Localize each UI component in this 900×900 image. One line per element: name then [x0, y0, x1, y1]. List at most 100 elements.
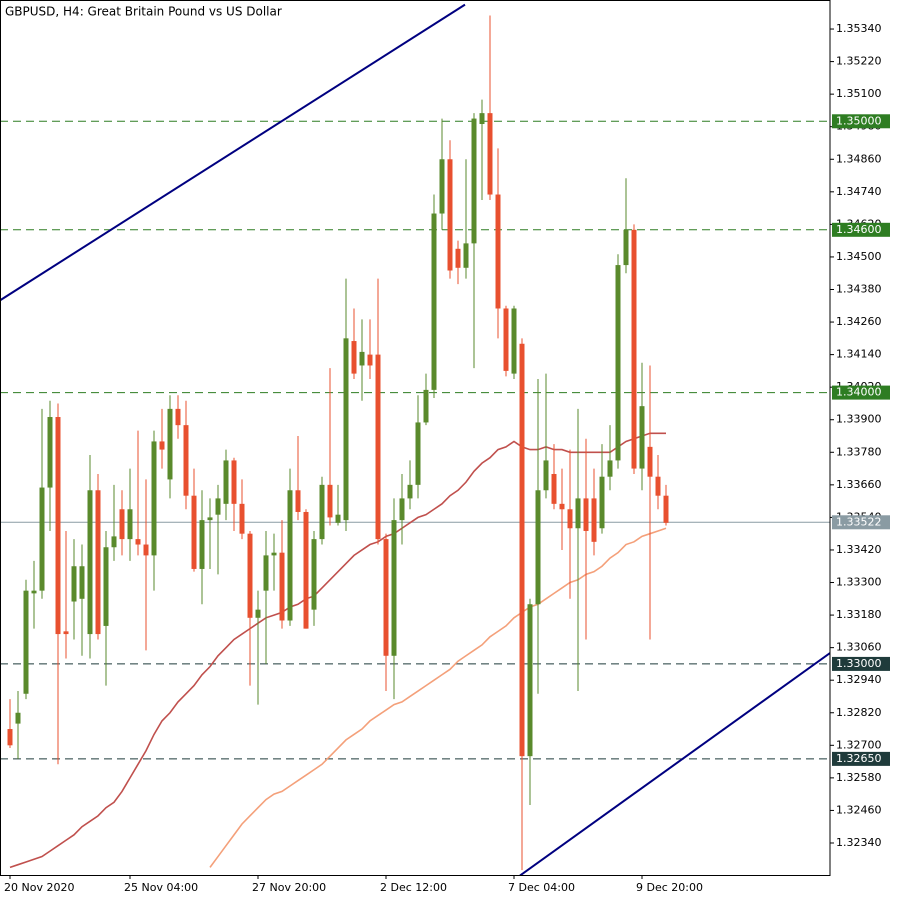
candle-body: [319, 484, 325, 540]
y-tick-label: 1.33900: [836, 413, 882, 426]
y-tick-label: 1.35340: [836, 22, 882, 35]
x-tick-label: 9 Dec 20:00: [636, 881, 703, 894]
candle-body: [599, 476, 605, 529]
candle-body: [191, 495, 197, 569]
candle-body: [311, 539, 317, 610]
candle-body: [31, 590, 37, 594]
y-tick-label: 1.32340: [836, 836, 882, 849]
candle-body: [615, 265, 621, 461]
y-tick-label: 1.35220: [836, 55, 882, 68]
x-tick-label: 2 Dec 12:00: [380, 881, 447, 894]
candle-body: [343, 338, 349, 521]
x-tick-label: 27 Nov 20:00: [252, 881, 326, 894]
candle-body: [127, 509, 133, 540]
candle-body: [95, 490, 101, 635]
candle-body: [631, 229, 637, 469]
level-label: 1.35000: [836, 114, 882, 127]
y-tick-label: 1.34140: [836, 348, 882, 361]
candle-body: [535, 490, 541, 605]
candle-body: [407, 484, 413, 499]
candle-body: [543, 460, 549, 491]
candle-body: [511, 308, 517, 374]
candle-body: [263, 555, 269, 591]
candle-body: [143, 544, 149, 556]
trend-line: [0, 3, 466, 302]
moving-average-line: [9, 432, 666, 869]
y-tick-label: 1.35100: [836, 87, 882, 100]
y-tick-label: 1.34380: [836, 282, 882, 295]
candle-body: [567, 509, 573, 529]
current-price-box: [832, 515, 890, 530]
current-price-label: 1.33522: [836, 515, 882, 528]
candle-body: [79, 566, 85, 599]
chart-title: GBPUSD, H4: Great Britain Pound vs US Do…: [5, 5, 282, 19]
y-tick-label: 1.34860: [836, 152, 882, 165]
candle-body: [655, 476, 661, 496]
candle-body: [287, 490, 293, 621]
candle-body: [63, 631, 69, 635]
y-tick-label: 1.33420: [836, 543, 882, 556]
y-tick-label: 1.33780: [836, 445, 882, 458]
y-tick-label: 1.32940: [836, 673, 882, 686]
candle-body: [23, 590, 29, 694]
level-label: 1.32650: [836, 752, 882, 765]
y-tick-label: 1.32820: [836, 706, 882, 719]
candle-body: [479, 113, 485, 124]
candle-body: [583, 498, 589, 531]
candle-body: [135, 539, 141, 545]
candle-body: [591, 498, 597, 542]
candle-body: [367, 354, 373, 366]
y-tick-label: 1.34260: [836, 315, 882, 328]
plot-frame: [0, 0, 831, 876]
candle-body: [487, 113, 493, 195]
candle-body: [495, 194, 501, 309]
level-label-box: [832, 114, 890, 129]
y-tick-label: 1.32460: [836, 803, 882, 816]
candle-body: [151, 441, 157, 556]
x-tick-label: 20 Nov 2020: [4, 881, 74, 894]
candle-body: [399, 498, 405, 521]
candle-body: [39, 487, 45, 591]
candle-body: [391, 520, 397, 656]
candle-body: [207, 517, 213, 521]
candle-body: [415, 422, 421, 485]
y-tick-label: 1.33180: [836, 608, 882, 621]
level-label-box: [832, 222, 890, 237]
candle-body: [103, 547, 109, 626]
level-label-box: [832, 751, 890, 766]
candle-body: [623, 229, 629, 266]
candle-body: [359, 351, 365, 366]
candle-body: [663, 495, 669, 523]
candle-body: [295, 490, 301, 512]
y-tick-label: 1.33660: [836, 478, 882, 491]
candle-body: [175, 408, 181, 426]
y-tick-label: 1.33300: [836, 576, 882, 589]
candle-body: [519, 343, 525, 757]
moving-average-line: [209, 527, 667, 868]
candle-body: [639, 406, 645, 469]
level-label: 1.34600: [836, 223, 882, 236]
level-label: 1.33000: [836, 657, 882, 670]
candle-body: [15, 712, 21, 724]
candle-body: [279, 552, 285, 621]
candle-body: [159, 441, 165, 450]
candle-body: [111, 536, 117, 548]
candle-body: [527, 604, 533, 757]
candle-body: [239, 503, 245, 534]
candle-body: [231, 460, 237, 504]
candle-body: [503, 308, 509, 371]
candle-body: [223, 460, 229, 504]
candle-body: [7, 729, 13, 746]
candle-body: [167, 408, 173, 480]
candle-body: [383, 539, 389, 656]
candle-body: [375, 354, 381, 540]
candle-body: [447, 159, 453, 271]
candle-body: [47, 417, 53, 488]
candle-body: [647, 446, 653, 477]
candle-body: [335, 514, 341, 523]
plot-area: [0, 3, 830, 875]
candle-body: [351, 341, 357, 374]
